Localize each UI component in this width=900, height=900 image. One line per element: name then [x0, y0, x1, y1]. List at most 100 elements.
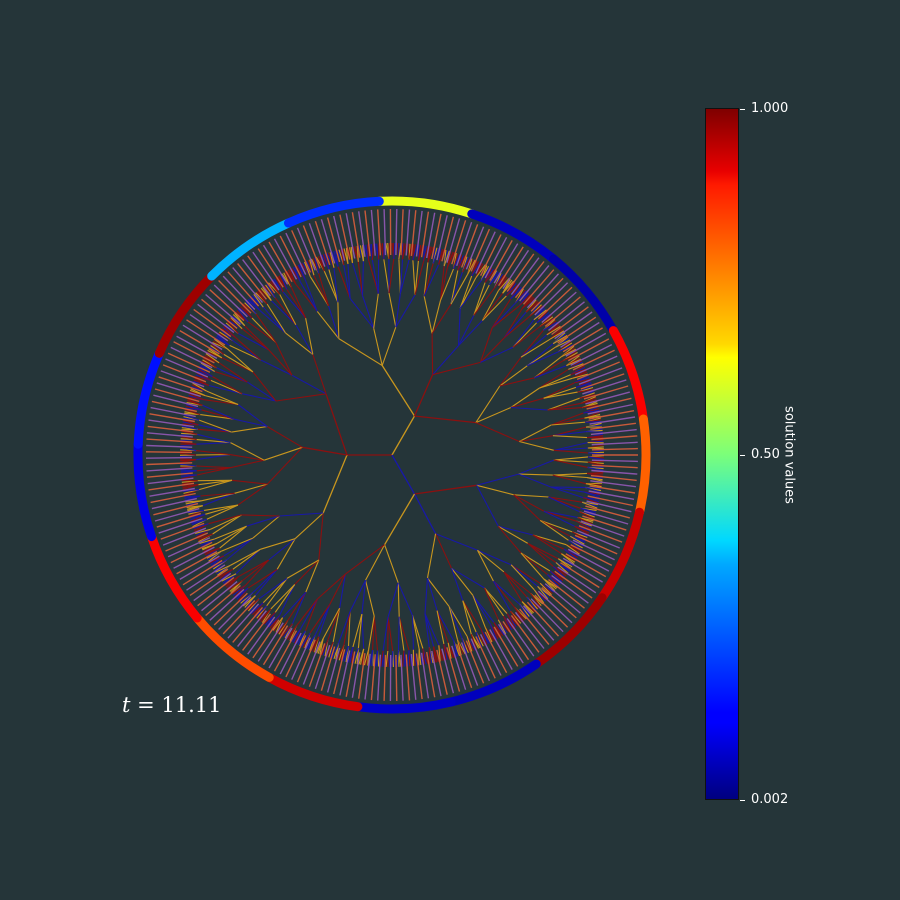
tree-edge	[347, 263, 351, 299]
tree-edge	[480, 346, 514, 363]
leaf-spoke	[182, 324, 223, 351]
tree-edge	[183, 489, 200, 493]
leaf-spoke	[567, 548, 610, 572]
tree-edge	[304, 598, 319, 632]
tree-edge	[345, 247, 349, 265]
tree-edge	[212, 376, 243, 395]
tree-edge	[435, 533, 478, 551]
leaf-spoke	[395, 654, 398, 702]
tree-edge	[553, 459, 588, 468]
tree-edge	[543, 391, 578, 399]
leaf-spoke	[502, 621, 530, 661]
tree-edge	[543, 382, 575, 399]
tree-edge	[215, 564, 231, 573]
tree-edge	[380, 650, 384, 667]
tree-edge	[347, 646, 354, 663]
tree-edge	[457, 308, 461, 346]
tree-edge	[498, 525, 534, 536]
tree-edge	[484, 587, 505, 617]
tree-edge	[187, 398, 203, 406]
leaf-spoke	[345, 651, 356, 697]
tree-edge	[547, 407, 583, 411]
tree-edge	[435, 533, 452, 569]
leaf-spoke	[308, 643, 326, 687]
leaf-spoke	[493, 626, 519, 667]
time-label: t = 11.11	[122, 693, 222, 717]
tree-edge	[472, 595, 491, 625]
tree-edge	[254, 568, 278, 596]
tree-edge	[461, 637, 468, 654]
tree-edge	[253, 293, 264, 308]
tree-edge	[497, 525, 522, 554]
tree-edge	[450, 273, 469, 305]
tree-edge	[518, 473, 552, 488]
leaf-spoke	[209, 588, 245, 621]
tree-edge	[204, 547, 220, 554]
leaf-spoke	[502, 249, 530, 289]
tree-edge	[194, 528, 211, 535]
tree-edge	[448, 606, 468, 637]
tree-edge	[527, 542, 557, 563]
leaf-spoke	[479, 633, 502, 676]
leaf-spoke	[237, 610, 267, 647]
tree-edge	[576, 520, 591, 530]
leaf-spoke	[179, 329, 220, 355]
tree-edge	[530, 593, 541, 607]
tree-edge	[383, 243, 385, 260]
leaf-spoke	[588, 410, 635, 420]
tree-edge	[552, 335, 568, 345]
tree-edge	[259, 309, 286, 334]
tree-edge	[568, 539, 583, 551]
leaf-spoke	[591, 441, 638, 446]
leaf-spoke	[148, 482, 195, 491]
leaf-spoke	[186, 319, 226, 346]
tree-edge	[349, 579, 366, 612]
leaf-spoke	[554, 311, 593, 340]
tree-edge	[369, 649, 374, 666]
leaf-spoke	[534, 282, 569, 316]
tree-edge	[581, 501, 598, 509]
leaf-spoke	[147, 477, 194, 485]
tree-edge	[451, 567, 485, 589]
tree-edge	[552, 435, 588, 439]
tree-edge	[412, 260, 416, 295]
tree-edge	[547, 574, 559, 587]
tree-edge	[447, 252, 455, 268]
tree-edge	[218, 568, 234, 578]
leaf-spoke	[273, 238, 298, 280]
tree-edge	[561, 553, 575, 565]
tree-edge	[181, 425, 198, 430]
tree-edge	[533, 309, 547, 321]
leaf-spoke	[149, 413, 195, 423]
leaf-spoke	[242, 259, 272, 297]
tree-edge	[279, 584, 296, 616]
tree-edge	[310, 636, 320, 652]
tree-edge	[266, 426, 303, 448]
boundary-arc	[635, 414, 651, 517]
tree-edge	[568, 363, 584, 370]
tree-edge	[304, 279, 318, 312]
tree-edge	[279, 294, 297, 325]
boundary-arc	[264, 672, 363, 712]
tree-edge	[245, 301, 257, 315]
leaf-spoke	[562, 557, 603, 583]
tree-edge	[267, 446, 303, 485]
leaf-spoke	[150, 492, 196, 504]
tree-edge	[475, 385, 501, 423]
tree-edge	[395, 293, 401, 328]
leaf-spoke	[576, 361, 620, 381]
tree-edge	[518, 473, 553, 476]
tree-edge	[432, 248, 440, 264]
leaf-spoke	[498, 246, 524, 287]
tree-edge	[329, 252, 335, 268]
tree-edge	[532, 534, 562, 555]
tree-edge	[499, 356, 522, 387]
leaf-spoke	[291, 637, 312, 680]
tree-edge	[274, 297, 297, 326]
tree-edge	[266, 303, 286, 334]
tree-edge	[570, 535, 585, 545]
leaf-spoke	[588, 490, 635, 500]
tree-edge	[412, 244, 418, 261]
leaf-spoke	[291, 230, 312, 273]
tree-edge	[326, 641, 334, 657]
